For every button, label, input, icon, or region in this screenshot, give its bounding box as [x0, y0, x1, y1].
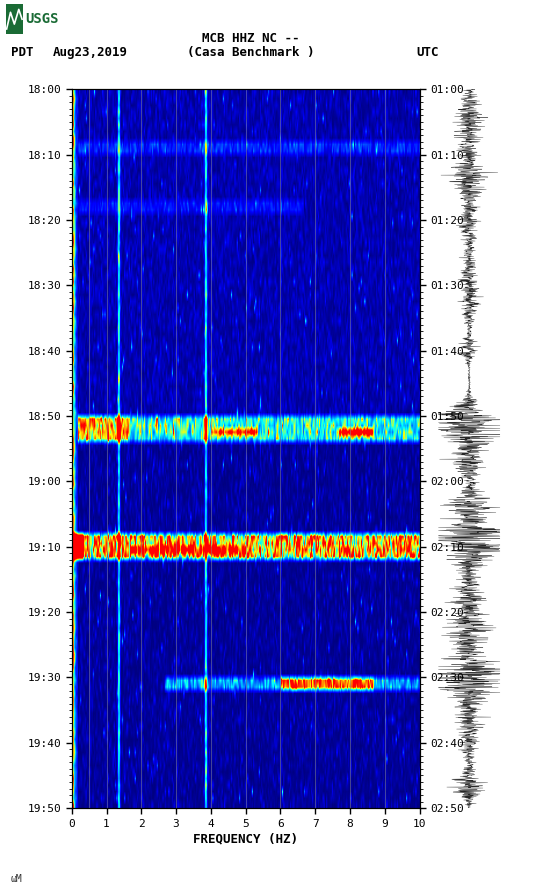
X-axis label: FREQUENCY (HZ): FREQUENCY (HZ) [193, 833, 298, 846]
Text: USGS: USGS [25, 13, 59, 26]
Text: (Casa Benchmark ): (Casa Benchmark ) [188, 46, 315, 59]
Text: ωM: ωM [11, 874, 23, 884]
Bar [6, 4, 23, 34]
Text: UTC: UTC [417, 46, 439, 59]
Text: Aug23,2019: Aug23,2019 [52, 46, 128, 59]
Text: PDT: PDT [11, 46, 34, 59]
Text: MCB HHZ NC --: MCB HHZ NC -- [203, 32, 300, 45]
